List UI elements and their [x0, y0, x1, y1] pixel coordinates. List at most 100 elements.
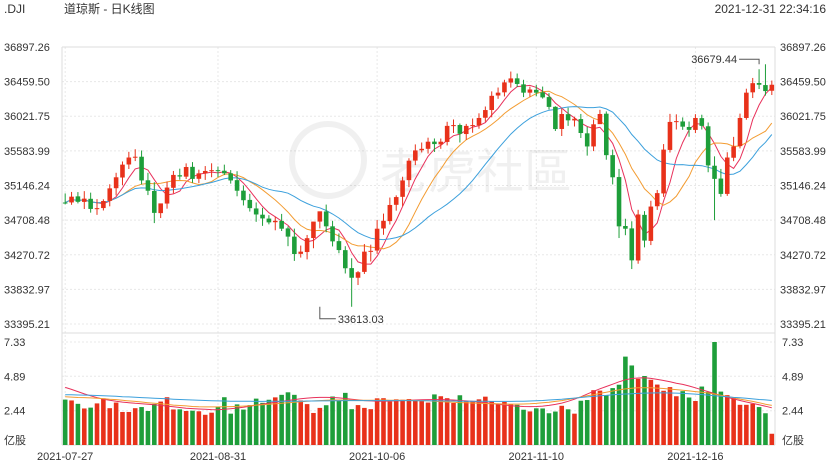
candle: [731, 136, 736, 162]
candle-body: [342, 250, 348, 269]
candle: [527, 86, 533, 97]
volume-bar: [540, 408, 545, 445]
candle: [667, 113, 673, 153]
volume-bar: [342, 392, 348, 445]
volume-bar: [62, 399, 68, 445]
price-tick-right: 33395.21: [780, 319, 826, 331]
volume-bar: [75, 403, 81, 445]
volume-bar: [323, 405, 329, 445]
candle: [457, 123, 463, 143]
volume-bar: [508, 404, 514, 445]
candle: [292, 228, 297, 261]
volume-ma-lines: [65, 377, 772, 411]
candle: [107, 184, 113, 207]
volume-bar: [750, 403, 756, 445]
volume-ma5-line: [65, 377, 772, 411]
candle-body: [584, 133, 590, 147]
candle: [132, 149, 138, 162]
candle: [317, 211, 323, 229]
candle: [502, 79, 507, 97]
candle: [470, 118, 475, 133]
volume-bar: [304, 404, 310, 445]
candle: [438, 138, 444, 149]
candle: [75, 192, 81, 204]
candle-body: [209, 170, 214, 172]
price-tick-left: 36897.26: [4, 42, 50, 54]
candle: [674, 114, 679, 130]
volume-bar: [209, 412, 214, 445]
candle: [196, 169, 202, 184]
candle-body: [635, 214, 641, 261]
volume-bar: [317, 407, 323, 445]
volume-bar: [572, 413, 577, 445]
candle-body: [190, 166, 195, 179]
candle: [113, 172, 119, 196]
candle-body: [744, 92, 749, 118]
volume-bar: [311, 412, 316, 445]
volume-tick-right: 2.44: [782, 406, 803, 418]
volume-bar: [425, 402, 431, 445]
candle-body: [457, 125, 463, 134]
candle-body: [661, 149, 666, 194]
candle-body: [425, 141, 431, 149]
volume-tick-right: 4.89: [782, 371, 803, 383]
volume-bar: [578, 400, 584, 445]
candle: [298, 245, 304, 258]
candle: [387, 197, 393, 225]
candle-body: [693, 117, 698, 130]
candle: [120, 161, 125, 186]
price-tick-right: 33832.97: [780, 284, 826, 296]
candle-body: [419, 148, 424, 151]
annotations: 36679.44 33613.03: [319, 54, 760, 326]
candle-body: [642, 214, 647, 241]
candle-body: [330, 226, 335, 242]
candle-body: [196, 173, 202, 179]
candle: [565, 107, 571, 126]
volume-bar: [521, 409, 526, 445]
candle: [712, 156, 717, 221]
volume-bar: [514, 404, 520, 445]
volume-bar: [88, 407, 93, 445]
candle: [578, 113, 584, 138]
candle: [769, 80, 775, 96]
price-tick-right: 34708.48: [780, 215, 826, 227]
candle: [432, 138, 437, 152]
candle-body: [406, 160, 412, 181]
volume-bar: [298, 400, 304, 445]
candle: [253, 202, 259, 222]
candle: [393, 195, 399, 211]
volume-bar: [718, 391, 724, 445]
volume-bar: [502, 401, 507, 445]
candle: [623, 218, 628, 236]
candle: [610, 149, 615, 185]
volume-bar: [139, 407, 144, 445]
candle: [209, 163, 214, 178]
candle-body: [171, 174, 176, 188]
volume-bar: [164, 397, 170, 445]
candle: [330, 220, 335, 247]
volume-bar: [591, 390, 596, 445]
volume-bar: [374, 398, 380, 445]
volume-bar: [533, 408, 539, 445]
candle-body: [132, 156, 138, 158]
candle-body: [731, 146, 736, 158]
volume-bar: [152, 403, 157, 445]
volume-bar: [604, 394, 609, 445]
timestamp: 2021-12-31 22:34:16: [714, 2, 826, 16]
volume-bar: [438, 396, 444, 445]
date-tick: 2021-12-16: [667, 451, 723, 463]
volume-bar: [202, 414, 208, 445]
price-tick-left: 36459.50: [4, 77, 50, 89]
candle: [451, 119, 456, 133]
candle: [202, 166, 208, 180]
volume-bar: [94, 403, 100, 445]
candle-body: [629, 228, 635, 261]
candle-body: [75, 196, 81, 202]
candle-body: [368, 250, 374, 252]
price-tick-right: 36897.26: [780, 42, 826, 54]
candle-body: [610, 155, 615, 178]
candle-body: [69, 196, 74, 203]
candle: [680, 117, 685, 130]
volume-bar: [113, 402, 119, 445]
